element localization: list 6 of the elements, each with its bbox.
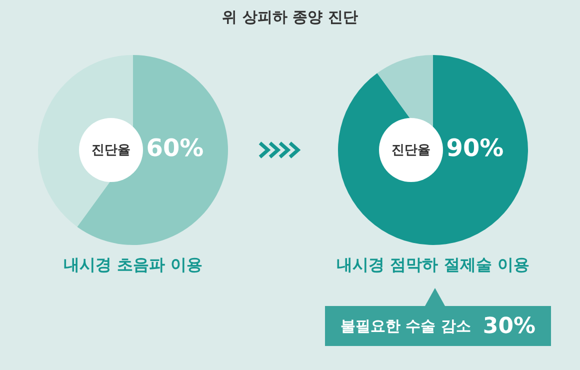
callout-box: 불필요한 수술 감소 30% <box>325 306 551 346</box>
text: 내시경 점막하 절제술 이용 <box>336 255 530 276</box>
data-label: 90% <box>446 134 504 162</box>
text: 위 상피하 종양 진단 <box>221 8 359 27</box>
text: 내시경 초음파 이용 <box>62 255 204 276</box>
data-label: 60% <box>146 134 204 162</box>
